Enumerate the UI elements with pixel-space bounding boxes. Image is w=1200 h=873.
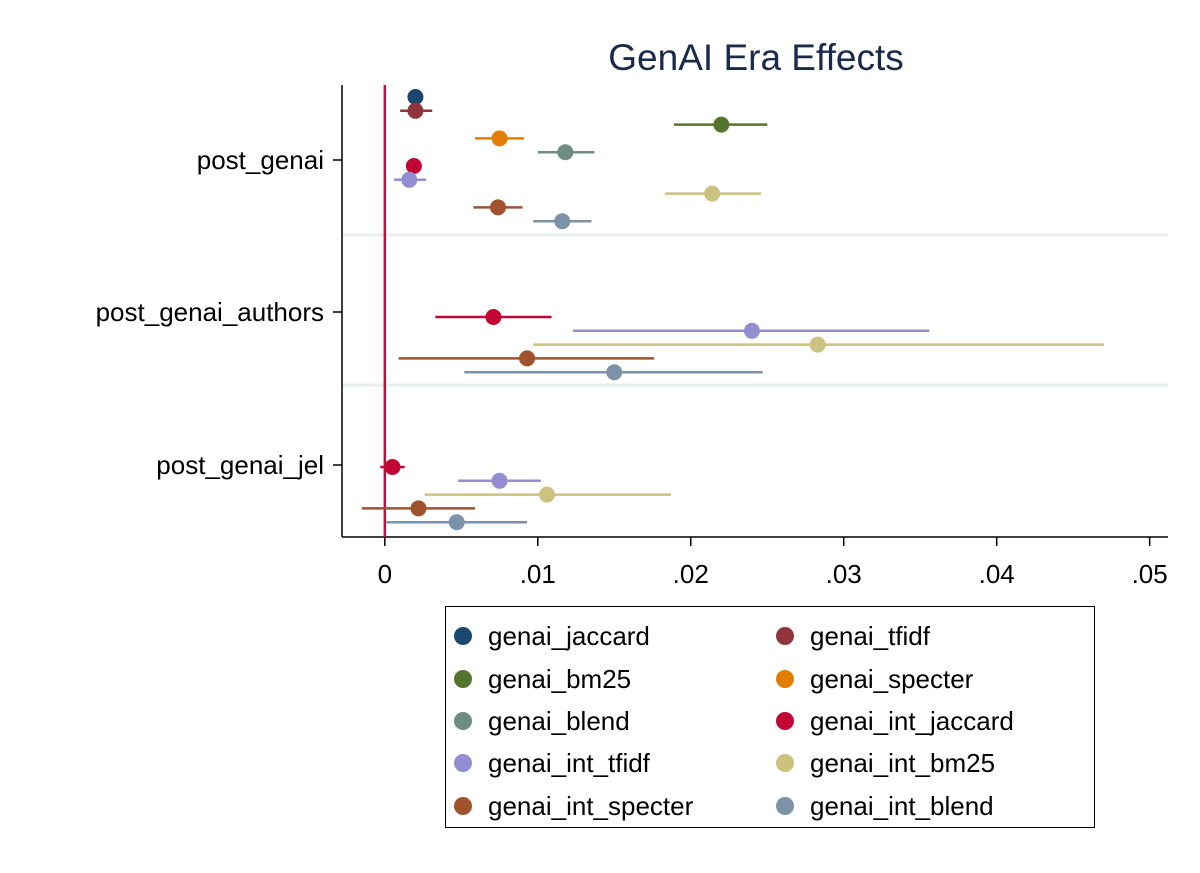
- legend-marker: [454, 754, 472, 772]
- legend-item-genai_blend: genai_blend: [454, 706, 630, 736]
- legend-marker: [454, 712, 472, 730]
- legend-label: genai_specter: [810, 663, 974, 694]
- x-tick-label: .04: [979, 559, 1015, 589]
- y-tick-label: post_genai_authors: [96, 297, 324, 327]
- legend-item-genai_int_specter: genai_int_specter: [454, 791, 693, 821]
- point-genai_blend: [557, 144, 574, 161]
- legend-marker: [776, 797, 794, 815]
- point-genai_int_bm25: [704, 185, 721, 202]
- point-genai_int_blend: [606, 364, 623, 381]
- point-genai_int_jaccard: [485, 309, 502, 325]
- x-tick-label: .01: [520, 559, 556, 589]
- point-genai_bm25: [713, 116, 730, 133]
- point-genai_int_specter: [519, 350, 536, 367]
- x-tick-label: 0: [378, 559, 392, 589]
- point-genai_int_jaccard: [405, 158, 422, 174]
- legend-item-genai_bm25: genai_bm25: [454, 664, 631, 694]
- legend-item-genai_int_blend: genai_int_blend: [776, 791, 994, 821]
- legend: genai_jaccard genai_tfidf genai_bm25 genai_…: [445, 606, 1095, 828]
- point-genai_int_bm25: [809, 336, 826, 353]
- legend-item-genai_specter: genai_specter: [776, 664, 973, 694]
- x-tick-label: .05: [1132, 559, 1168, 589]
- legend-label: genai_int_tfidf: [488, 747, 650, 778]
- point-genai_specter: [491, 130, 508, 147]
- legend-label: genai_blend: [488, 705, 630, 736]
- legend-marker: [776, 627, 794, 645]
- legend-marker: [776, 670, 794, 688]
- point-genai_int_tfidf: [401, 171, 418, 188]
- legend-item-genai_tfidf: genai_tfidf: [776, 621, 930, 651]
- legend-item-genai_jaccard: genai_jaccard: [454, 621, 650, 651]
- legend-label: genai_jaccard: [488, 620, 650, 651]
- point-genai_jaccard: [407, 89, 424, 105]
- point-genai_int_blend: [448, 514, 465, 531]
- y-tick-label: post_genai_jel: [156, 450, 324, 480]
- point-genai_int_blend: [554, 213, 571, 230]
- legend-marker: [454, 627, 472, 645]
- point-genai_int_tfidf: [743, 322, 760, 339]
- legend-label: genai_int_blend: [810, 790, 994, 821]
- legend-marker: [776, 712, 794, 730]
- legend-item-genai_int_jaccard: genai_int_jaccard: [776, 706, 1014, 736]
- legend-label: genai_int_bm25: [810, 747, 996, 778]
- point-genai_int_jaccard: [384, 459, 401, 475]
- legend-item-genai_int_bm25: genai_int_bm25: [776, 748, 995, 778]
- legend-label: genai_int_jaccard: [810, 705, 1014, 736]
- legend-label: genai_tfidf: [810, 620, 930, 651]
- legend-label: genai_bm25: [488, 663, 632, 694]
- legend-marker: [454, 670, 472, 688]
- point-genai_int_specter: [490, 199, 507, 216]
- point-genai_int_specter: [410, 500, 427, 517]
- x-tick-label: .02: [673, 559, 709, 589]
- legend-label: genai_int_specter: [488, 790, 694, 821]
- y-tick-label: post_genai: [197, 145, 324, 175]
- legend-marker: [454, 797, 472, 815]
- plot-area: 0 .01 .02 .03 .04 .05 post_genai post_genai_aut…: [96, 85, 1168, 589]
- legend-marker: [776, 754, 794, 772]
- point-genai_tfidf: [407, 102, 424, 119]
- point-genai_int_bm25: [538, 486, 555, 503]
- chart-title: GenAI Era Effects: [608, 37, 903, 78]
- point-genai_int_tfidf: [491, 472, 508, 489]
- x-tick-label: .03: [826, 559, 862, 589]
- legend-item-genai_int_tfidf: genai_int_tfidf: [454, 748, 650, 778]
